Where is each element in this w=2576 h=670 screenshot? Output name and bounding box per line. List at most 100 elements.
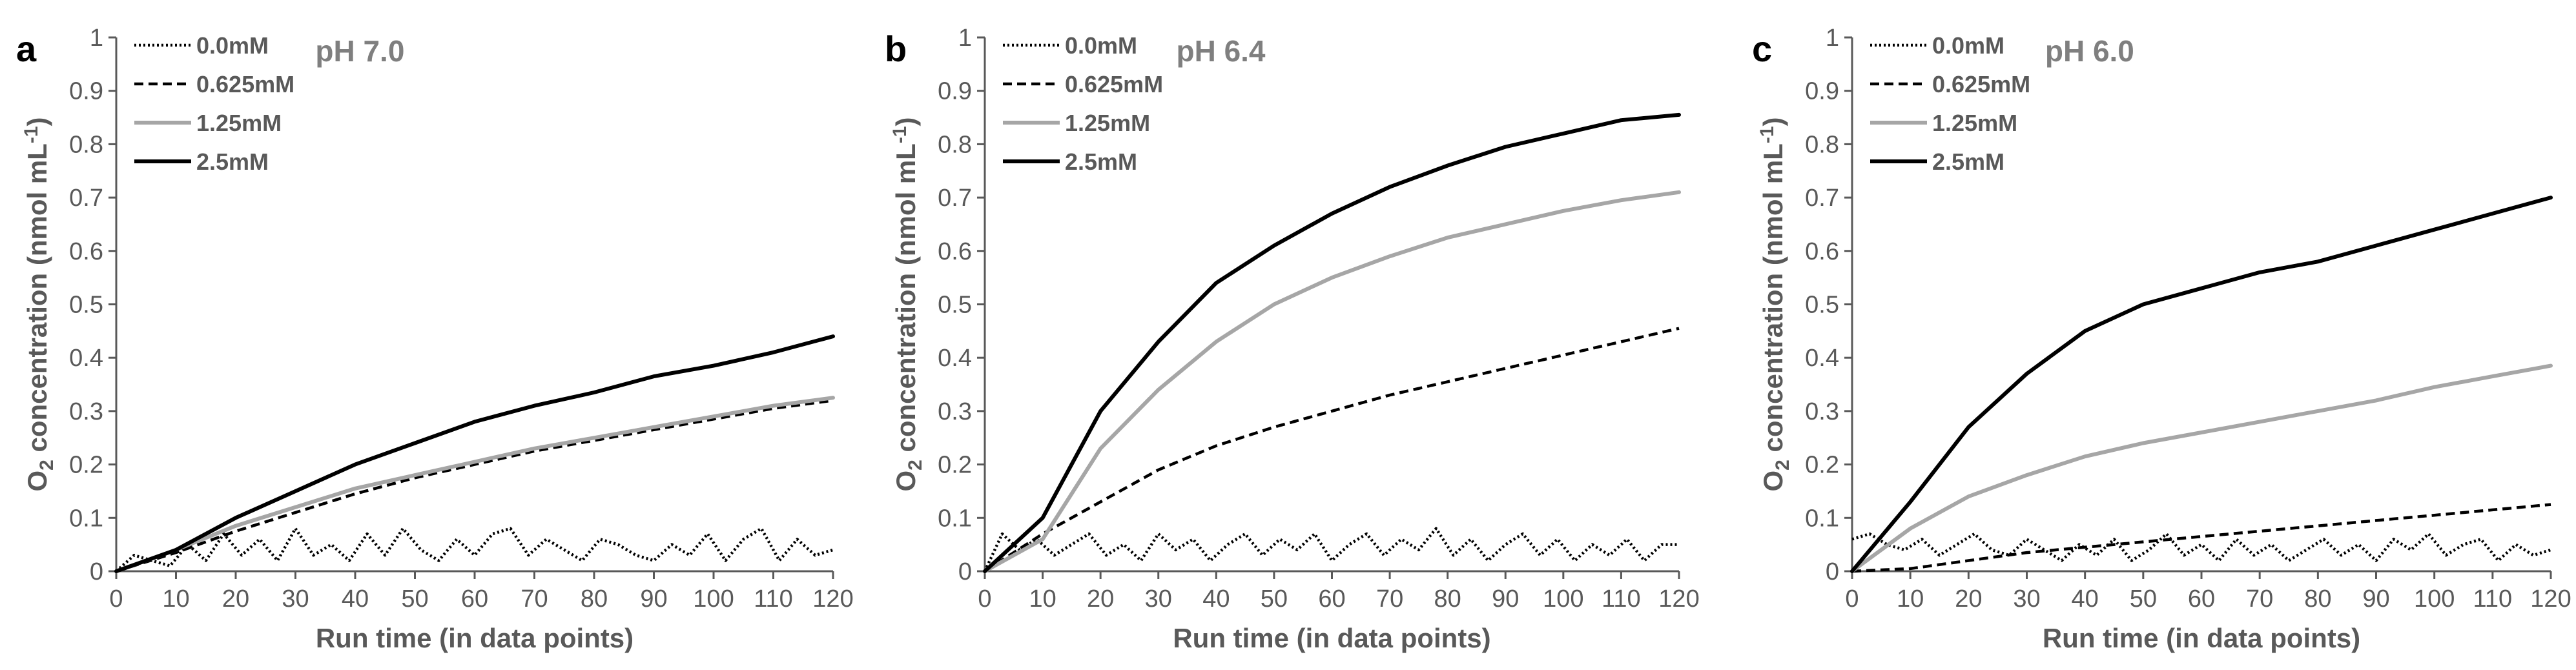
series-line-0-625mM xyxy=(116,399,834,573)
y-tick-label: 0.8 xyxy=(69,131,103,158)
panel-letter: b xyxy=(885,28,907,69)
x-tick-label: 50 xyxy=(401,585,428,613)
x-tick-label: 40 xyxy=(2072,585,2099,613)
y-tick-label: 0.7 xyxy=(1805,185,1839,212)
y-tick-label: 0.2 xyxy=(69,452,103,479)
y-tick-label: 0 xyxy=(1826,558,1839,585)
x-tick-label: 90 xyxy=(640,585,667,613)
y-tick-label: 0.5 xyxy=(938,292,972,319)
x-tick-label: 90 xyxy=(2362,585,2389,613)
y-tick-label: 0.8 xyxy=(1805,131,1839,158)
x-tick-label: 20 xyxy=(222,585,249,613)
x-tick-label: 90 xyxy=(1492,585,1519,613)
panel-letter: c xyxy=(1752,28,1772,69)
y-tick-label: 0.4 xyxy=(1805,345,1839,372)
x-tick-label: 60 xyxy=(2188,585,2215,613)
series-line-1-25mM xyxy=(1850,363,2553,573)
x-tick-label: 60 xyxy=(1318,585,1345,613)
x-tick-label: 70 xyxy=(2246,585,2273,613)
series-line-2-5mM xyxy=(983,112,1681,573)
x-tick-label: 110 xyxy=(2473,585,2513,613)
y-tick-label: 0.7 xyxy=(938,185,972,212)
legend-label: 1.25mM xyxy=(1065,110,1150,136)
x-tick-label: 0 xyxy=(978,585,991,613)
series-line-2-5mM xyxy=(114,334,835,573)
x-tick-label: 110 xyxy=(754,585,793,613)
x-tick-label: 50 xyxy=(1261,585,1288,613)
y-tick-label: 0.2 xyxy=(1805,452,1839,479)
series-line-1-25mM xyxy=(114,396,835,573)
y-tick-label: 0 xyxy=(90,558,103,585)
x-tick-label: 10 xyxy=(162,585,189,613)
y-tick-label: 0.6 xyxy=(69,238,103,265)
x-axis-title: Run time (in data points) xyxy=(1173,623,1490,653)
x-tick-label: 100 xyxy=(2414,585,2455,613)
series-line-0-625mM xyxy=(1851,503,2551,573)
series-line-0-0mM xyxy=(983,527,1679,572)
x-tick-label: 10 xyxy=(1029,585,1056,613)
series-line-0-0mM xyxy=(115,527,834,573)
x-tick-label: 100 xyxy=(693,585,734,613)
panel-letter: a xyxy=(16,28,37,69)
y-tick-label: 0.9 xyxy=(69,78,103,105)
x-tick-label: 120 xyxy=(2530,585,2571,613)
chart-title: pH 6.4 xyxy=(1176,34,1265,68)
legend-label: 0.0mM xyxy=(1065,32,1137,59)
y-tick-label: 0.1 xyxy=(69,505,103,532)
y-tick-label: 0.6 xyxy=(938,238,972,265)
x-tick-label: 20 xyxy=(1087,585,1114,613)
y-tick-label: 0.4 xyxy=(938,345,972,372)
legend-label: 2.5mM xyxy=(1065,148,1137,175)
y-tick-label: 0.5 xyxy=(69,292,103,319)
series-line-2-5mM xyxy=(1850,196,2553,573)
y-tick-label: 0.3 xyxy=(1805,398,1839,425)
x-tick-label: 70 xyxy=(1376,585,1403,613)
y-tick-label: 0.6 xyxy=(1805,238,1839,265)
chart-title: pH 6.0 xyxy=(2045,34,2134,68)
y-tick-label: 0.5 xyxy=(1805,292,1839,319)
y-axis-title: O2 concentration (nmol mL-1) xyxy=(889,117,926,491)
y-tick-label: 1 xyxy=(90,25,103,52)
x-tick-label: 80 xyxy=(581,585,608,613)
x-tick-label: 120 xyxy=(812,585,853,613)
x-tick-label: 0 xyxy=(1845,585,1859,613)
x-tick-label: 80 xyxy=(2304,585,2331,613)
x-tick-label: 10 xyxy=(1897,585,1924,613)
y-tick-label: 0.9 xyxy=(1805,78,1839,105)
y-tick-label: 0.7 xyxy=(69,185,103,212)
y-tick-label: 0.4 xyxy=(69,345,103,372)
x-tick-label: 0 xyxy=(109,585,123,613)
legend-label: 1.25mM xyxy=(196,110,282,136)
y-tick-label: 0.1 xyxy=(938,505,972,532)
x-tick-label: 30 xyxy=(1145,585,1172,613)
y-axis-title: O2 concentration (nmol mL-1) xyxy=(1757,117,1793,491)
y-tick-label: 0.9 xyxy=(938,78,972,105)
panel-b: 00.10.20.30.40.50.60.70.80.910 10 20 30 40 50… xyxy=(885,25,1700,653)
y-tick-label: 1 xyxy=(1826,25,1839,52)
y-tick-label: 0.3 xyxy=(69,398,103,425)
chart-title: pH 7.0 xyxy=(315,34,404,68)
x-tick-label: 40 xyxy=(342,585,369,613)
series-line-0-0mM xyxy=(1851,532,2551,562)
y-tick-label: 0.2 xyxy=(938,452,972,479)
panel-c: 00.10.20.30.40.50.60.70.80.910 10 20 30 40 50… xyxy=(1752,25,2571,653)
y-tick-label: 0 xyxy=(958,558,972,585)
legend-label: 0.625mM xyxy=(1065,71,1163,97)
legend-label: 1.25mM xyxy=(1932,110,2017,136)
series-line-1-25mM xyxy=(983,190,1681,573)
legend-label: 2.5mM xyxy=(196,148,269,175)
x-tick-label: 30 xyxy=(282,585,309,613)
x-tick-label: 80 xyxy=(1434,585,1461,613)
x-tick-label: 100 xyxy=(1543,585,1583,613)
y-axis-title: O2 concentration (nmol mL-1) xyxy=(21,117,57,491)
legend-label: 0.0mM xyxy=(196,32,269,59)
x-axis-title: Run time (in data points) xyxy=(2043,623,2360,653)
series-line-0-625mM xyxy=(984,327,1680,573)
y-tick-label: 1 xyxy=(958,25,972,52)
x-tick-label: 60 xyxy=(461,585,488,613)
x-axis-title: Run time (in data points) xyxy=(316,623,634,653)
x-tick-label: 20 xyxy=(1955,585,1982,613)
x-tick-label: 120 xyxy=(1658,585,1699,613)
x-tick-label: 40 xyxy=(1202,585,1230,613)
